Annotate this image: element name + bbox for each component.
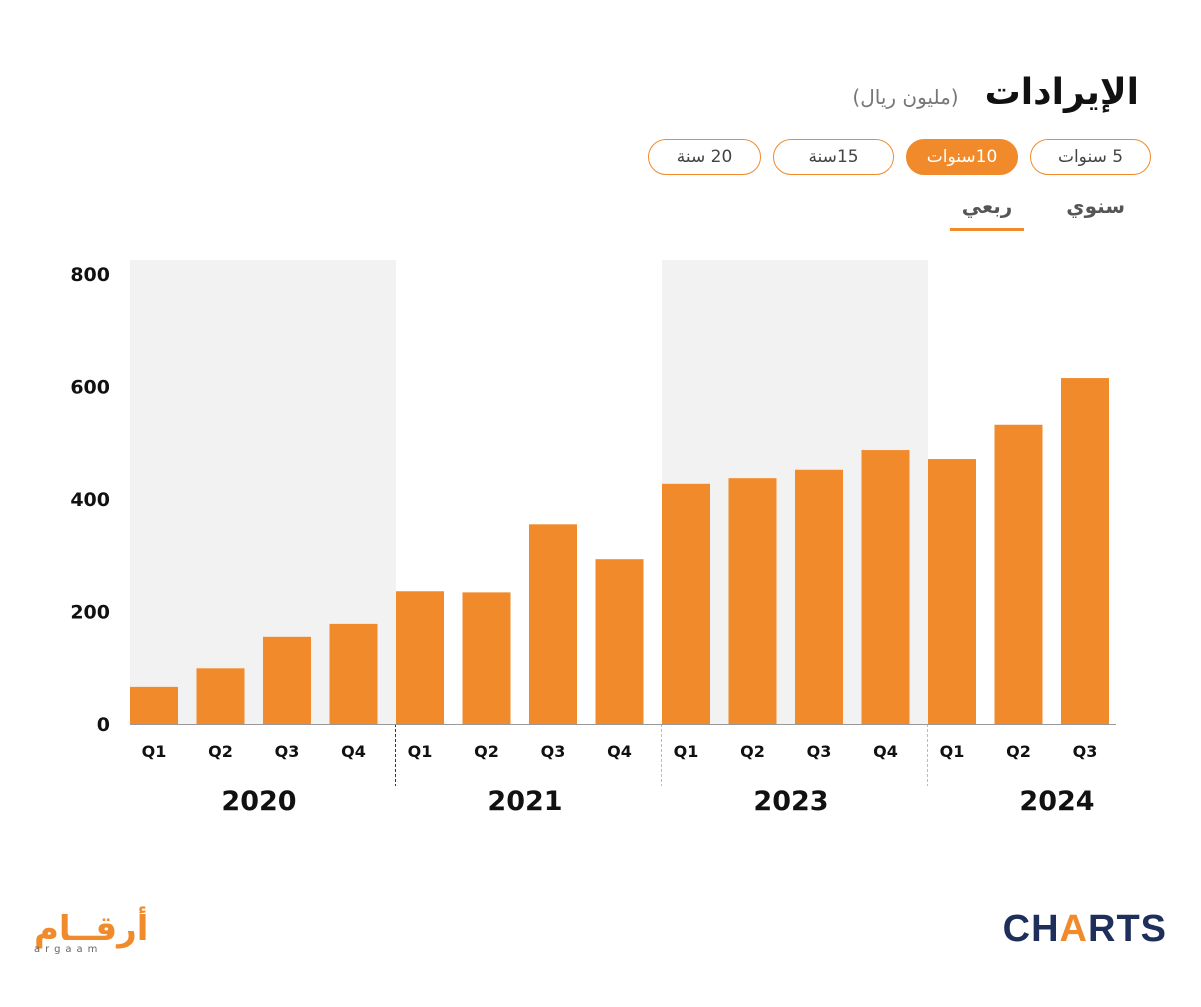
- x-tick-label-2021-Q4: Q4: [607, 742, 632, 761]
- x-tick-label-2024-Q1: Q1: [940, 742, 965, 761]
- argaam-logo-latin: argaam: [34, 944, 103, 955]
- bar-2023-Q3: [795, 469, 843, 724]
- y-tick-label-800: 800: [70, 264, 110, 286]
- bar-2021-Q1: [396, 591, 444, 724]
- bar-2024-Q1: [928, 459, 976, 724]
- range-button-5-years[interactable]: 5 سنوات: [1030, 139, 1151, 175]
- bar-2024-Q3: [1061, 378, 1109, 724]
- bar-2023-Q2: [728, 478, 777, 724]
- bar-2020-Q2: [196, 668, 245, 724]
- year-label-2020: 2020: [221, 786, 296, 817]
- bar-2023-Q4: [861, 450, 910, 724]
- bar-2020-Q1: [130, 686, 178, 724]
- y-tick-label-0: 0: [97, 714, 110, 736]
- x-tick-label-2020-Q1: Q1: [142, 742, 167, 761]
- bar-2024-Q2: [994, 424, 1043, 724]
- y-tick-label-600: 600: [70, 377, 110, 399]
- bar-2021-Q4: [595, 559, 644, 724]
- bar-2020-Q3: [263, 636, 311, 724]
- tab-quarterly[interactable]: ربعي: [949, 190, 1025, 231]
- y-tick-label-200: 200: [70, 602, 110, 624]
- year-label-2021: 2021: [487, 786, 562, 817]
- y-tick-label-400: 400: [70, 489, 110, 511]
- x-tick-label-2023-Q1: Q1: [674, 742, 699, 761]
- charts-logo: CHARTS: [1003, 908, 1167, 951]
- x-tick-label-2020-Q2: Q2: [208, 742, 233, 761]
- argaam-logo: أرقــام argaam: [34, 912, 148, 955]
- page-title: الإيرادات: [984, 72, 1139, 113]
- x-tick-label-2021-Q1: Q1: [408, 742, 433, 761]
- x-tick-label-2024-Q2: Q2: [1006, 742, 1031, 761]
- year-label-2023: 2023: [753, 786, 828, 817]
- bar-2021-Q3: [529, 524, 577, 724]
- period-tabs: سنوي ربعي: [949, 190, 1137, 231]
- chart-header: الإيرادات (مليون ريال): [852, 72, 1139, 113]
- range-selector: 5 سنوات 10سنوات 15سنة 20 سنة: [647, 139, 1151, 175]
- x-tick-label-2021-Q3: Q3: [541, 742, 566, 761]
- x-tick-label-2023-Q4: Q4: [873, 742, 898, 761]
- bar-2021-Q2: [462, 592, 511, 724]
- x-tick-label-2020-Q4: Q4: [341, 742, 366, 761]
- charts-logo-end: RTS: [1088, 908, 1167, 950]
- x-tick-label-2023-Q2: Q2: [740, 742, 765, 761]
- range-button-20-years[interactable]: 20 سنة: [647, 139, 762, 175]
- bar-2023-Q1: [662, 483, 710, 724]
- x-tick-label-2021-Q2: Q2: [474, 742, 499, 761]
- year-label-2024: 2024: [1019, 786, 1094, 817]
- x-tick-label-2024-Q3: Q3: [1073, 742, 1098, 761]
- argaam-logo-arabic: أرقــام: [34, 909, 149, 949]
- unit-label: (مليون ريال): [852, 85, 959, 109]
- range-button-15-years[interactable]: 15سنة: [773, 139, 894, 175]
- charts-logo-start: CH: [1002, 908, 1060, 950]
- bar-2020-Q4: [329, 623, 378, 724]
- tab-annual[interactable]: سنوي: [1066, 194, 1125, 218]
- charts-logo-mark: A: [1059, 908, 1088, 950]
- x-tick-label-2020-Q3: Q3: [275, 742, 300, 761]
- x-tick-label-2023-Q3: Q3: [807, 742, 832, 761]
- range-button-10-years[interactable]: 10سنوات: [905, 139, 1019, 175]
